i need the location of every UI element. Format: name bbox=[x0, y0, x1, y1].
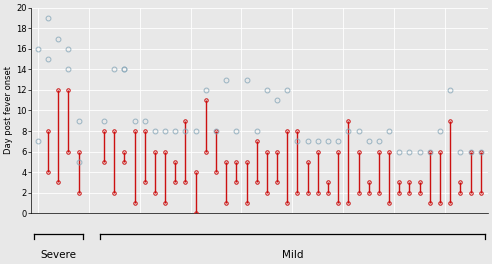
Y-axis label: Day post fever onset: Day post fever onset bbox=[4, 67, 13, 154]
Text: Severe: Severe bbox=[40, 250, 76, 260]
Text: Mild: Mild bbox=[281, 250, 303, 260]
